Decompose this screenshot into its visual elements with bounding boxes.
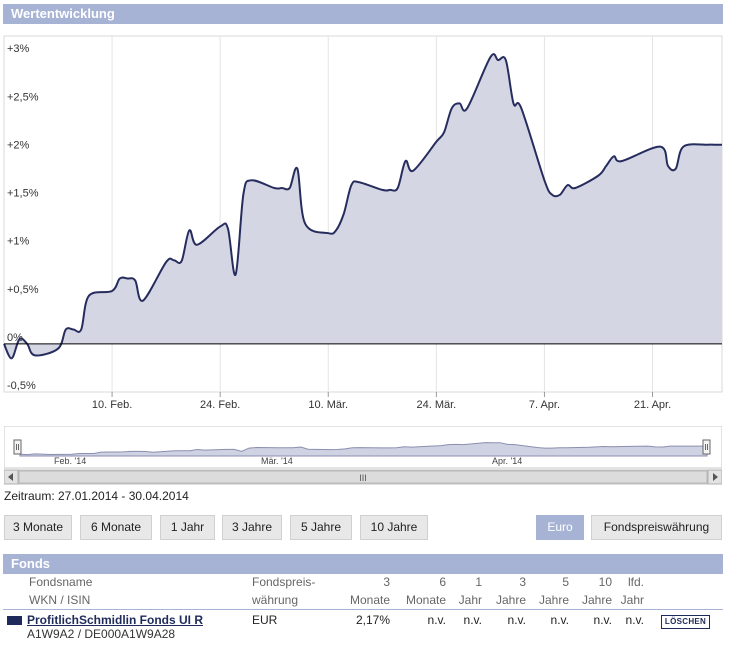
range-button-5-years[interactable]: 5 Jahre xyxy=(290,515,352,540)
col-header-3y-line2: Jahre xyxy=(495,593,526,607)
x-tick-label: 24. Mär. xyxy=(416,399,456,411)
col-header-6m-line1: 6 xyxy=(439,575,446,589)
y-tick-label: 0% xyxy=(7,332,23,344)
perf-5y: n.v. xyxy=(550,613,569,627)
scroll-thumb[interactable] xyxy=(18,470,708,484)
col-header-1y-line2: Jahr xyxy=(458,593,482,607)
fund-currency: EUR xyxy=(252,613,278,627)
x-tick-label: 10. Feb. xyxy=(92,399,132,411)
y-tick-label: +3% xyxy=(7,43,30,55)
navigator-handle-right[interactable] xyxy=(702,439,711,455)
col-header-name-line2: WKN / ISIN xyxy=(29,593,91,607)
col-header-6m: 6 Monate xyxy=(394,573,450,610)
col-header-5y-line2: Jahre xyxy=(538,593,569,607)
navigator-scrollbar[interactable]: III xyxy=(3,469,723,485)
col-header-3m: 3 Monate xyxy=(336,573,394,610)
navigator-svg[interactable]: Feb. '14 Mär. '14 Apr. '14 III xyxy=(3,425,723,486)
col-header-currency-line1: Fondspreis- xyxy=(252,575,316,589)
col-header-10y-line1: 10 xyxy=(598,575,612,589)
range-button-6-months[interactable]: 6 Monate xyxy=(80,515,152,540)
col-header-currency-line2: währung xyxy=(252,593,299,607)
table-row: ProfitlichSchmidlin Fonds UI R A1W9A2 / … xyxy=(3,610,723,642)
col-header-ytd-line2: Jahr xyxy=(620,593,644,607)
range-button-3-months[interactable]: 3 Monate xyxy=(4,515,72,540)
col-header-6m-line2: Monate xyxy=(405,593,446,607)
y-tick-label: +2% xyxy=(7,139,30,151)
x-tick-label: 10. Mär. xyxy=(308,399,348,411)
chart-navigator[interactable]: Feb. '14 Mär. '14 Apr. '14 III xyxy=(3,425,723,486)
currency-button-euro[interactable]: Euro xyxy=(536,515,584,540)
fund-ids: A1W9A2 / DE000A1W9A28 xyxy=(27,627,176,641)
col-header-name-line1: Fondsname xyxy=(29,575,93,589)
perf-ytd: n.v. xyxy=(625,613,644,627)
navigator-handle-left[interactable] xyxy=(13,439,22,455)
col-header-5y-line1: 5 xyxy=(562,575,569,589)
currency-button-fund[interactable]: Fondspreiswährung xyxy=(591,515,722,540)
chart-svg: +3% +2,5% +2% +1,5% +1% +0,5% 0% -0,5% 10. Feb. 2… xyxy=(3,35,723,411)
performance-chart: +3% +2,5% +2% +1,5% +1% +0,5% 0% -0,5% 10. Feb. 2… xyxy=(0,26,729,416)
y-tick-label: +0,5% xyxy=(7,284,39,296)
col-header-3m-line1: 3 xyxy=(383,575,390,589)
navigator-label-apr: Apr. '14 xyxy=(492,456,522,466)
col-header-3y-line1: 3 xyxy=(519,575,526,589)
col-header-currency: Fondspreis- währung xyxy=(248,573,336,610)
scroll-grip-icon: III xyxy=(359,473,367,483)
col-header-3y: 3 Jahre xyxy=(486,573,530,610)
series-line xyxy=(3,53,722,360)
delete-button[interactable]: LÖSCHEN xyxy=(660,615,711,629)
col-header-1y: 1 Jahr xyxy=(450,573,486,610)
range-button-10-years[interactable]: 10 Jahre xyxy=(360,515,428,540)
y-tick-label: -0,5% xyxy=(7,380,36,392)
x-tick-label: 21. Apr. xyxy=(634,399,671,411)
fund-name-cell: ProfitlichSchmidlin Fonds UI R A1W9A2 / … xyxy=(3,610,248,641)
funds-section-title: Fonds xyxy=(11,556,50,571)
arrow-right-icon xyxy=(713,473,718,481)
navigator-series xyxy=(19,442,708,457)
y-tick-label: +2,5% xyxy=(7,91,39,103)
x-tick-label: 24. Feb. xyxy=(200,399,240,411)
col-header-ytd-line1: lfd. xyxy=(627,575,644,589)
fund-name-link[interactable]: ProfitlichSchmidlin Fonds UI R xyxy=(27,613,204,627)
funds-table-header: Fondsname WKN / ISIN Fondspreis- währung… xyxy=(3,573,723,610)
range-button-1-year[interactable]: 1 Jahr xyxy=(160,515,215,540)
y-tick-label: +1,5% xyxy=(7,188,39,200)
perf-3y: n.v. xyxy=(507,613,526,627)
col-header-1y-line1: 1 xyxy=(475,575,482,589)
y-tick-label: +1% xyxy=(7,236,30,248)
arrow-left-icon xyxy=(8,473,13,481)
perf-3m: 2,17% xyxy=(355,613,390,627)
perf-1y: n.v. xyxy=(463,613,482,627)
col-header-10y-line2: Jahre xyxy=(581,593,612,607)
series-color-swatch xyxy=(7,616,22,626)
col-header-actions xyxy=(648,573,723,610)
range-button-3-years[interactable]: 3 Jahre xyxy=(222,515,282,540)
chart-section-header: Wertentwicklung xyxy=(3,4,723,24)
navigator-label-feb: Feb. '14 xyxy=(54,456,86,466)
col-header-10y: 10 Jahre xyxy=(573,573,616,610)
col-header-5y: 5 Jahre xyxy=(530,573,573,610)
funds-table: Fondsname WKN / ISIN Fondspreis- währung… xyxy=(3,573,723,641)
series-area xyxy=(4,54,722,359)
navigator-label-mar: Mär. '14 xyxy=(261,456,293,466)
col-header-name: Fondsname WKN / ISIN xyxy=(3,573,248,610)
delete-cell: LÖSCHEN xyxy=(648,610,723,642)
chart-section-title: Wertentwicklung xyxy=(11,6,115,21)
col-header-ytd: lfd. Jahr xyxy=(616,573,648,610)
funds-section-header: Fonds xyxy=(3,554,723,574)
perf-6m: n.v. xyxy=(427,613,446,627)
date-range-text: Zeitraum: 27.01.2014 - 30.04.2014 xyxy=(4,489,189,503)
x-tick-label: 7. Apr. xyxy=(529,399,560,411)
col-header-3m-line2: Monate xyxy=(349,593,390,607)
perf-10y: n.v. xyxy=(593,613,612,627)
